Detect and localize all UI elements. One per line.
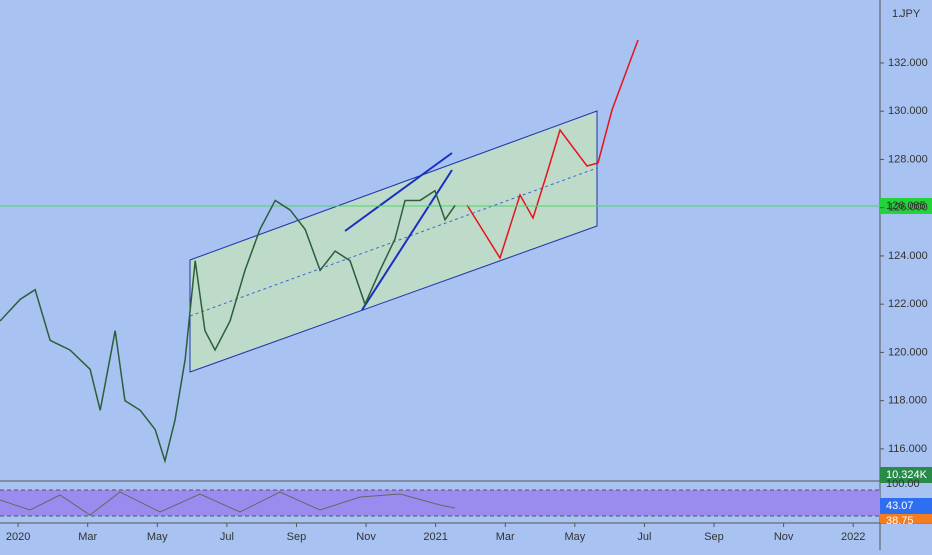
- volume-label: 10.324K: [886, 469, 928, 481]
- y-tick-label: 116.000: [888, 443, 927, 455]
- x-tick-label: May: [564, 531, 585, 543]
- price-line: [0, 189, 456, 464]
- y-tick-label: 118.000: [888, 395, 927, 407]
- rsi-box: [880, 514, 932, 523]
- last-price-box: [880, 198, 932, 214]
- x-tick-label: Nov: [774, 531, 794, 543]
- last-price-label: 126.085: [886, 200, 926, 212]
- rsi-label: 100.00: [886, 478, 920, 490]
- wedge-lower: [361, 169, 453, 311]
- x-tick-label: Mar: [496, 531, 515, 543]
- x-tick-label: 2020: [6, 531, 30, 543]
- x-tick-label: Jul: [220, 531, 234, 543]
- y-tick-label: 126.000: [888, 202, 928, 214]
- y-tick-label: 128.000: [888, 153, 928, 165]
- x-tick-label: Mar: [78, 531, 97, 543]
- x-tick-label: Sep: [287, 531, 307, 543]
- x-tick-label: Sep: [704, 531, 724, 543]
- y-tick-label: 120.000: [888, 346, 928, 358]
- rsi-label: 38.75: [886, 515, 914, 527]
- y-tick-label: 122.000: [888, 298, 928, 310]
- y-tick-label: 124.000: [888, 250, 928, 262]
- x-tick-label: Jul: [637, 531, 651, 543]
- y-tick-label: 132.000: [888, 57, 928, 69]
- rsi-line: [0, 491, 456, 516]
- top-tick-label: 1.: [892, 8, 901, 20]
- x-tick-label: 2022: [841, 531, 865, 543]
- rsi-box: [880, 498, 932, 514]
- rsi-label: 43.07: [886, 500, 914, 512]
- volume-box: [880, 467, 932, 483]
- wedge-upper: [344, 152, 453, 232]
- x-tick-label: May: [147, 531, 168, 543]
- currency-label: JPY: [900, 8, 921, 20]
- rsi-band: [0, 490, 880, 516]
- projection: [466, 39, 639, 260]
- x-tick-label: Nov: [356, 531, 376, 543]
- x-tick-label: 2021: [423, 531, 447, 543]
- y-tick-label: 130.000: [888, 105, 928, 117]
